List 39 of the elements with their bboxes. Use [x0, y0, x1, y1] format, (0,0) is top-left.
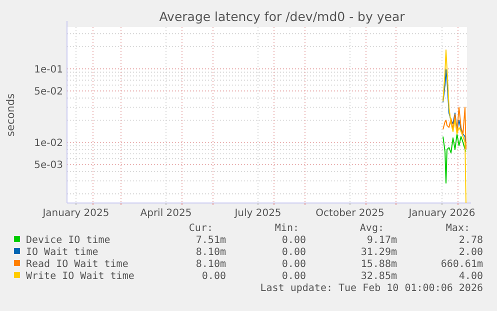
text: Cur: [188, 223, 213, 234]
line-series [442, 106, 466, 150]
y-tick-label: 5e-02 [34, 86, 63, 98]
text: Min: [274, 223, 299, 234]
legend-label: IO Wait time [26, 247, 98, 258]
x-tick-label: October 2025 [316, 208, 384, 219]
text: 0.00 [202, 271, 226, 282]
text: 15.88m [360, 259, 397, 270]
y-axis-title: seconds [5, 94, 17, 136]
text: 9.17m [366, 235, 397, 246]
x-tick-label: July 2025 [234, 208, 282, 219]
chart-title: Average latency for /dev/md0 - by year [159, 9, 406, 24]
y-tick-label: 5e-03 [34, 160, 63, 172]
text: Max: [446, 223, 470, 234]
text: 0.00 [282, 247, 306, 258]
x-tick-label: January 2026 [408, 208, 476, 219]
x-tick-label: April 2025 [140, 208, 192, 219]
text: 8.10m [196, 247, 226, 258]
x-tick-label: January 2025 [42, 208, 110, 219]
text: 31.29m [360, 247, 397, 258]
line-series [442, 133, 466, 184]
text: 0.00 [282, 271, 306, 282]
legend-label: Read IO Wait time [26, 259, 128, 270]
text: 0.00 [282, 259, 306, 270]
text: 4.00 [458, 271, 483, 282]
text: 2.78 [458, 235, 483, 246]
y-tick-label: 1e-01 [34, 64, 63, 76]
text: Avg: [360, 223, 384, 234]
legend-label: Device IO time [26, 235, 110, 246]
text: 32.85m [360, 271, 397, 282]
text: 2.00 [458, 247, 483, 258]
legend-label: Write IO Wait time [26, 271, 134, 282]
text: 7.51m [196, 235, 226, 246]
text: 660.61m [440, 259, 483, 270]
y-tick-label: 1e-02 [34, 138, 63, 149]
line-series [442, 50, 466, 204]
text: 0.00 [282, 235, 306, 246]
text: Last update: Tue Feb 10 01:00:06 2026 [260, 283, 483, 294]
text: 8.10m [196, 259, 226, 270]
